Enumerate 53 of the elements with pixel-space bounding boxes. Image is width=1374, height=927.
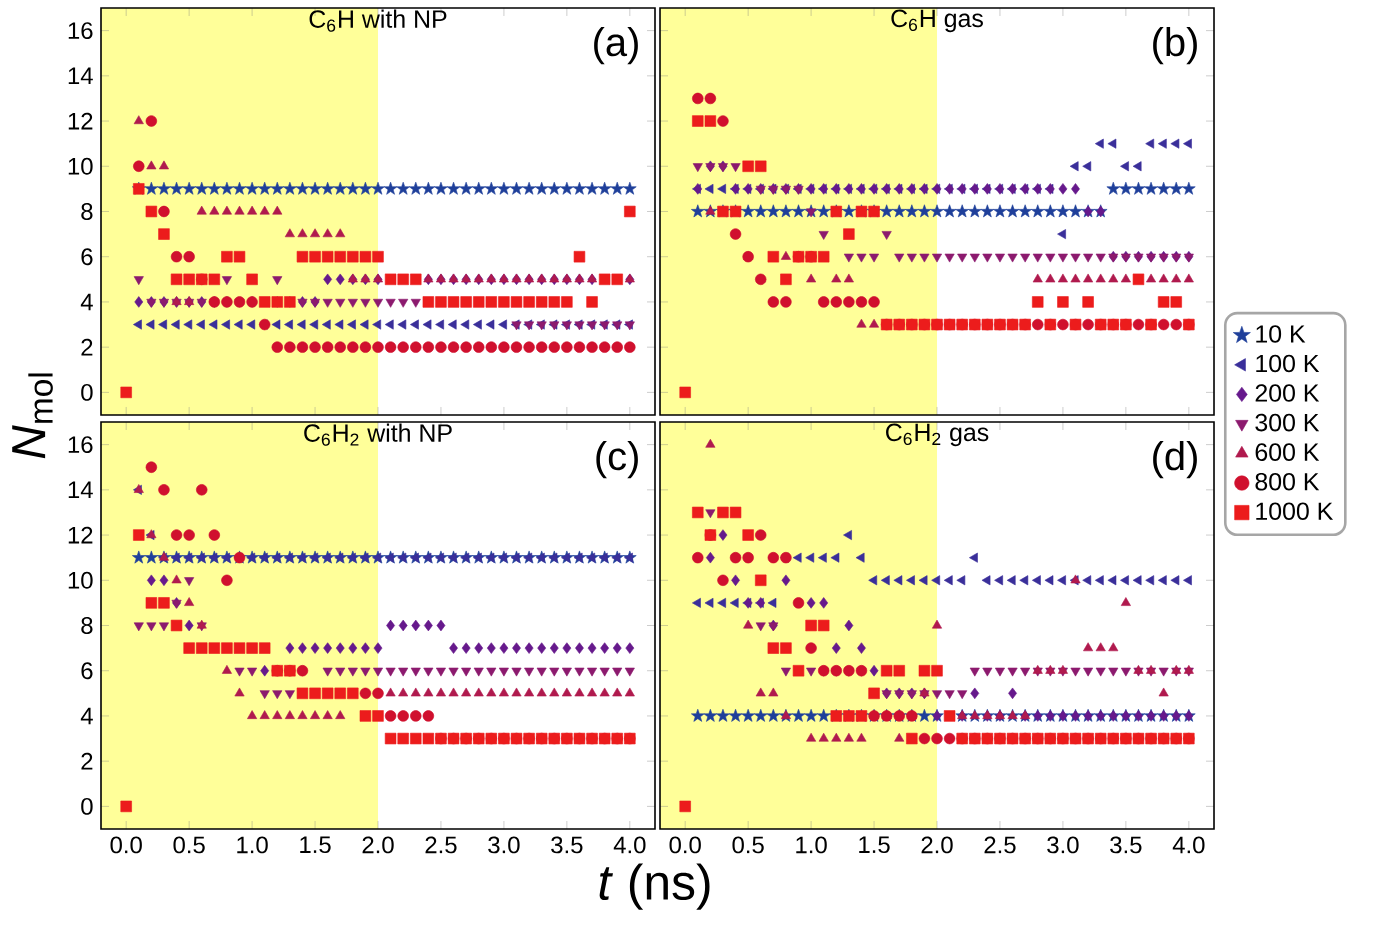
chart-title: C$_{6}$H with NP [309, 9, 447, 32]
legend-label: 200 K [1255, 384, 1320, 402]
chart-title: C$_{6}$H$_{2}$ gas [886, 423, 989, 447]
x-tick-label: 2.5 [425, 836, 457, 854]
x-tick-label: 4.0 [613, 836, 646, 854]
legend-label: 10 K [1256, 325, 1306, 343]
x-tick-label: 3.5 [1110, 836, 1142, 854]
annotation: (b) [1153, 27, 1197, 65]
x-tick-label: 1.5 [859, 836, 890, 854]
y-tick-label: 8 [81, 617, 93, 634]
y-tick-label: 16 [68, 22, 93, 40]
y-tick-label: 0 [81, 383, 93, 401]
x-tick-label: 3.0 [488, 836, 520, 854]
x-tick-label: 1.0 [237, 836, 268, 854]
x-tick-label: 0.5 [173, 836, 205, 854]
y-tick-label: 16 [68, 436, 93, 454]
y-tick-label: 2 [81, 338, 93, 356]
y-tick-label: 8 [81, 203, 93, 220]
y-tick-label: 12 [68, 112, 93, 130]
y-tick-label: 4 [80, 293, 93, 311]
x-tick-label: 3.5 [551, 836, 583, 854]
legend-label: 100 K [1256, 354, 1320, 373]
x-tick-label: 1.5 [300, 836, 331, 854]
y-tick-label: 6 [81, 662, 93, 680]
chart-title: C$_{6}$H gas [891, 9, 983, 33]
x-axis-title: t (ns) [599, 863, 710, 910]
y-tick-label: 10 [68, 571, 93, 589]
legend-label: 600 K [1255, 443, 1320, 461]
annotation: (c) [596, 441, 638, 479]
x-tick-label: 2.0 [362, 836, 394, 854]
x-tick-label: 0.0 [110, 836, 142, 854]
x-tick-label: 0.0 [669, 836, 701, 854]
legend-label: 1000 K [1256, 502, 1334, 521]
x-tick-label: 2.5 [984, 836, 1016, 854]
y-tick-label: 14 [68, 481, 93, 499]
y-tick-label: 0 [81, 797, 93, 815]
y-tick-label: 12 [68, 526, 93, 544]
x-tick-label: 3.0 [1047, 836, 1079, 854]
legend-label: 800 K [1255, 472, 1320, 491]
y-tick-label: 10 [68, 157, 93, 175]
annotation: (d) [1153, 441, 1197, 479]
x-tick-label: 0.5 [732, 836, 764, 854]
x-tick-label: 1.0 [796, 836, 827, 854]
x-tick-label: 2.0 [921, 836, 953, 854]
chart-title: C$_{6}$H$_{2}$ with NP [304, 423, 452, 446]
y-tick-label: 4 [80, 707, 93, 725]
y-tick-label: 14 [68, 67, 93, 85]
annotation: (a) [594, 27, 638, 65]
x-tick-label: 4.0 [1172, 836, 1205, 854]
y-tick-label: 6 [81, 248, 93, 266]
legend-label: 300 K [1255, 413, 1320, 432]
y-axis-title: N$_{mol}$ [12, 373, 53, 459]
y-tick-label: 2 [81, 752, 93, 770]
